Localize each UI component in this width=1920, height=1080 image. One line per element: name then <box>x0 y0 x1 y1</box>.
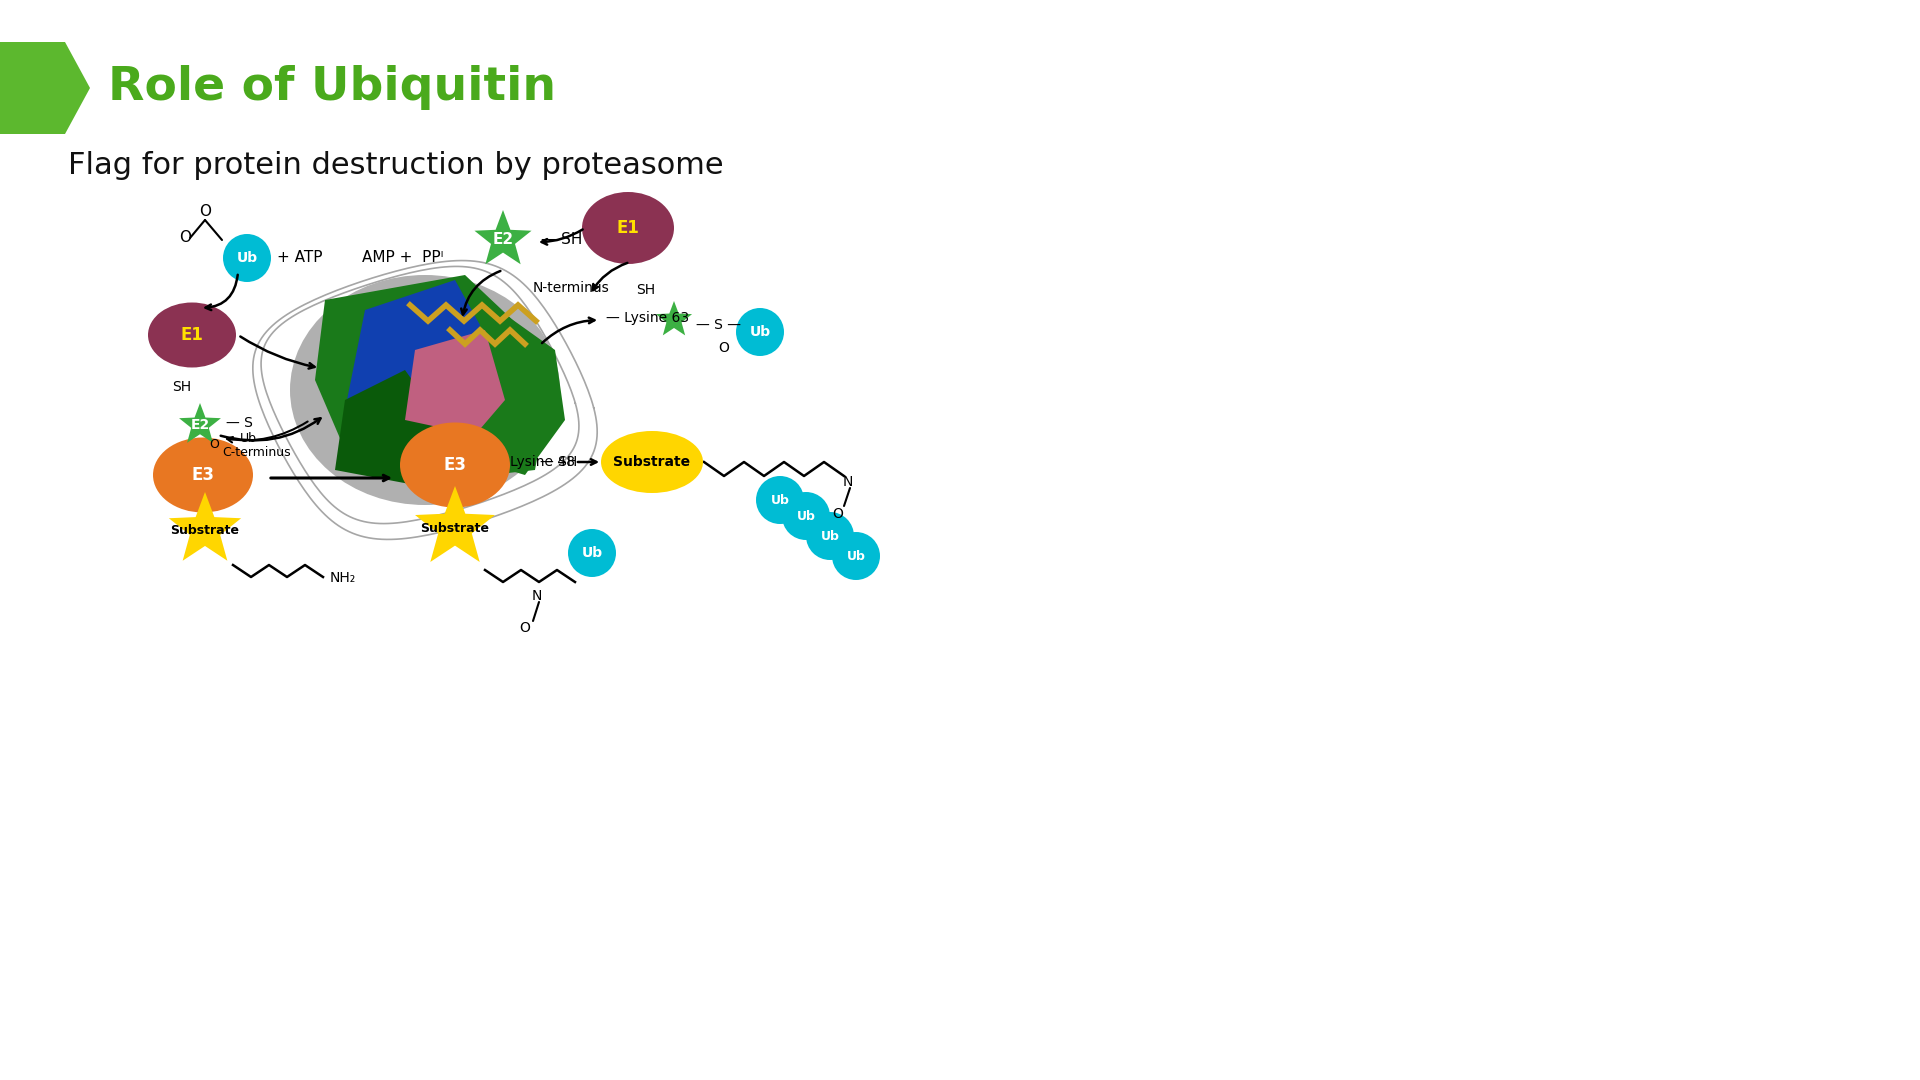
Circle shape <box>735 308 783 356</box>
Text: E2: E2 <box>190 418 209 432</box>
Text: Substrate: Substrate <box>420 522 490 535</box>
Text: NH₂: NH₂ <box>330 571 357 585</box>
Text: O: O <box>718 341 730 355</box>
Text: N: N <box>532 589 541 603</box>
Polygon shape <box>179 403 221 443</box>
Circle shape <box>568 529 616 577</box>
Ellipse shape <box>290 275 561 505</box>
Text: E3: E3 <box>444 456 467 474</box>
Text: Ub: Ub <box>770 494 789 507</box>
Text: O: O <box>179 230 190 245</box>
Text: Ub: Ub <box>582 546 603 561</box>
Text: Substrate: Substrate <box>171 524 240 537</box>
Text: SH: SH <box>636 283 655 297</box>
Text: AMP +  PPᴵ: AMP + PPᴵ <box>363 251 444 266</box>
Circle shape <box>756 476 804 524</box>
Polygon shape <box>415 486 495 562</box>
Ellipse shape <box>399 422 511 508</box>
Ellipse shape <box>582 192 674 264</box>
Text: Ub: Ub <box>820 529 839 542</box>
Polygon shape <box>465 300 564 475</box>
Text: N: N <box>843 475 852 489</box>
Text: Ub: Ub <box>240 432 257 445</box>
Text: C-terminus: C-terminus <box>223 446 290 459</box>
Text: Ub: Ub <box>236 251 257 265</box>
Text: SH: SH <box>173 380 192 394</box>
Text: O: O <box>833 507 843 521</box>
Ellipse shape <box>154 437 253 513</box>
Circle shape <box>223 234 271 282</box>
Text: — SH: — SH <box>541 232 582 247</box>
Polygon shape <box>0 42 90 134</box>
Text: Substrate: Substrate <box>612 455 691 469</box>
Text: O: O <box>520 621 530 635</box>
Text: Ub: Ub <box>749 325 770 339</box>
Text: — S: — S <box>227 416 253 430</box>
Polygon shape <box>169 492 242 561</box>
Text: O: O <box>209 438 219 451</box>
Polygon shape <box>657 301 691 336</box>
Polygon shape <box>315 275 555 480</box>
Text: E1: E1 <box>180 326 204 345</box>
Ellipse shape <box>148 302 236 367</box>
Text: Role of Ubiquitin: Role of Ubiquitin <box>108 66 557 110</box>
Text: — S —: — S — <box>695 318 741 332</box>
Polygon shape <box>474 210 532 265</box>
Ellipse shape <box>601 431 703 492</box>
Text: Ub: Ub <box>797 510 816 523</box>
Text: E3: E3 <box>192 465 215 484</box>
Polygon shape <box>405 330 505 435</box>
Text: N-terminus: N-terminus <box>534 281 611 295</box>
Text: E2: E2 <box>492 232 513 247</box>
Text: O: O <box>200 203 211 218</box>
Text: E1: E1 <box>616 219 639 237</box>
Text: + ATP: + ATP <box>276 251 323 266</box>
Text: Flag for protein destruction by proteasome: Flag for protein destruction by proteaso… <box>67 150 724 179</box>
Polygon shape <box>334 370 455 485</box>
Text: — SH: — SH <box>540 455 578 469</box>
Circle shape <box>831 532 879 580</box>
Polygon shape <box>346 280 505 470</box>
Circle shape <box>781 492 829 540</box>
Text: Ub: Ub <box>847 550 866 563</box>
Text: — Lysine 63: — Lysine 63 <box>607 311 689 325</box>
Text: Lysine 48: Lysine 48 <box>511 455 574 469</box>
Circle shape <box>806 512 854 561</box>
